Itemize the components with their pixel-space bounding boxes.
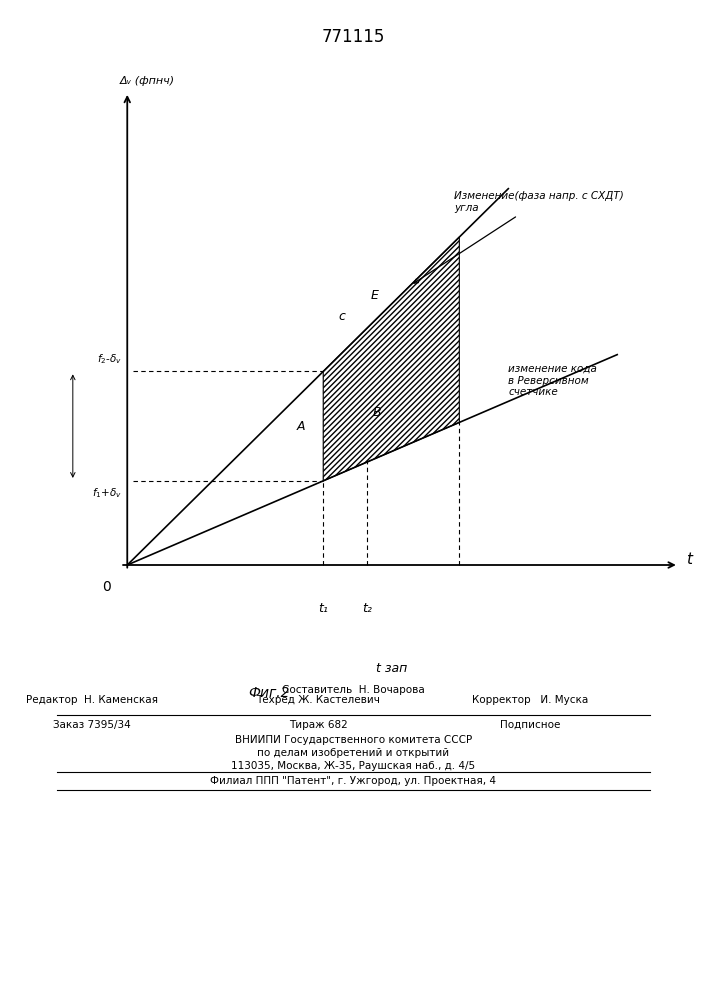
Text: t зап: t зап <box>375 662 407 675</box>
Text: t₁: t₁ <box>318 602 328 615</box>
Text: Филиал ППП "Патент", г. Ужгород, ул. Проектная, 4: Филиал ППП "Патент", г. Ужгород, ул. Про… <box>211 776 496 786</box>
Text: 0: 0 <box>102 580 110 594</box>
Text: 113035, Москва, Ж-35, Раушская наб., д. 4/5: 113035, Москва, Ж-35, Раушская наб., д. … <box>231 761 476 771</box>
Text: t₂: t₂ <box>362 602 372 615</box>
Text: Изменение(фаза напр. с СХДТ)
угла: Изменение(фаза напр. с СХДТ) угла <box>414 191 624 283</box>
Text: B: B <box>373 406 381 419</box>
Text: E: E <box>370 289 378 302</box>
Text: Тираж 682: Тираж 682 <box>288 720 348 730</box>
Text: Редактор  Н. Каменская: Редактор Н. Каменская <box>26 695 158 705</box>
Text: $f_1$+$\delta_v$: $f_1$+$\delta_v$ <box>92 486 122 500</box>
Polygon shape <box>323 237 460 481</box>
Text: c: c <box>339 310 346 323</box>
Text: Подписное: Подписное <box>500 720 561 730</box>
Text: Корректор   И. Муска: Корректор И. Муска <box>472 695 588 705</box>
Text: 771115: 771115 <box>322 28 385 46</box>
Text: Заказ 7395/34: Заказ 7395/34 <box>53 720 131 730</box>
Text: Техред Ж. Кастелевич: Техред Ж. Кастелевич <box>256 695 380 705</box>
Text: по делам изобретений и открытий: по делам изобретений и открытий <box>257 748 450 758</box>
Text: t: t <box>686 552 691 567</box>
Text: A: A <box>297 420 305 433</box>
Text: $f_2$-$\delta_v$: $f_2$-$\delta_v$ <box>97 352 122 366</box>
Text: Δᵥ (фпнч): Δᵥ (фпнч) <box>120 76 175 86</box>
Text: Составитель  Н. Вочарова: Составитель Н. Вочарова <box>282 685 425 695</box>
Text: изменение кода
в Реверсивном
счетчике: изменение кода в Реверсивном счетчике <box>508 364 597 397</box>
Text: Фиг.2: Фиг.2 <box>248 686 289 700</box>
Text: ВНИИПИ Государственного комитета СССР: ВНИИПИ Государственного комитета СССР <box>235 735 472 745</box>
